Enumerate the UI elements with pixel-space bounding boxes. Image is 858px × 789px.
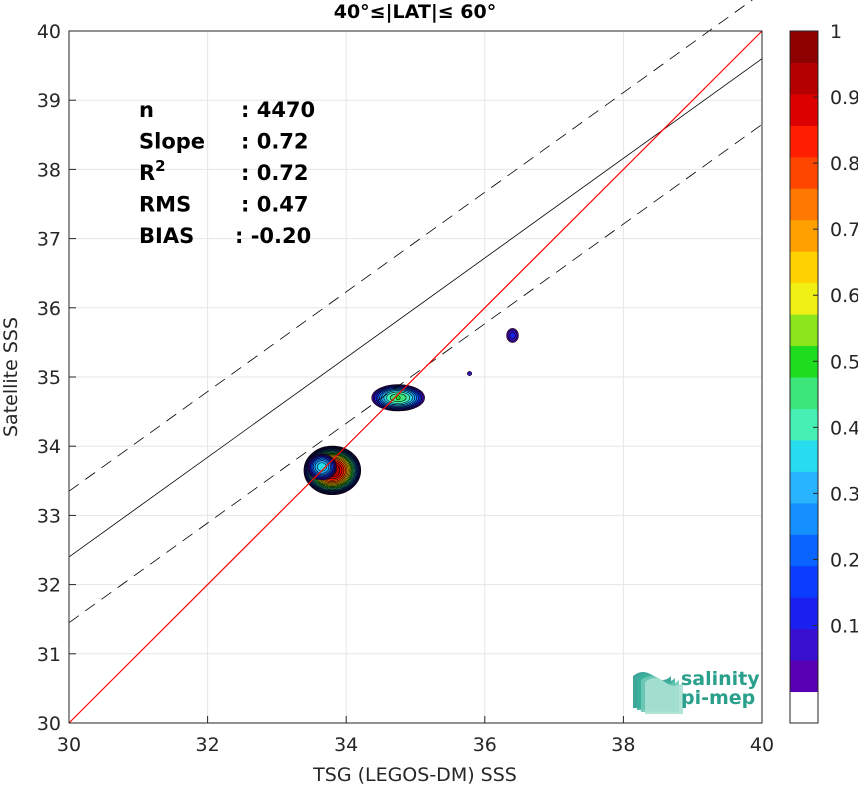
- colorbar: 0.1 0.2 0.3 0.4 0.5 0.6 0.7 0.8 0.9 1: [789, 21, 858, 724]
- stat-value: : 0.72: [241, 161, 309, 185]
- colorbar-segment: [790, 251, 818, 284]
- grid: [68, 30, 763, 724]
- x-tick-label: 30: [57, 734, 81, 756]
- y-tick-label: 31: [37, 644, 61, 666]
- colorbar-tick-label: 0.9: [830, 87, 858, 109]
- colorbar-tick-label: 0.3: [830, 483, 858, 505]
- colorbar-segment: [790, 502, 818, 535]
- stat-label: BIAS: [139, 224, 194, 248]
- y-tick-label: 33: [37, 505, 61, 527]
- regression-line: [68, 58, 763, 558]
- y-axis-label: Satellite SSS: [0, 317, 22, 437]
- density-contour: [395, 395, 401, 401]
- stats-box: n : 4470 Slope : 0.72 R2 : 0.72 RMS : 0.47 BIAS:…: [139, 98, 315, 248]
- stat-value: : -0.20: [235, 224, 311, 248]
- colorbar-segment: [790, 691, 818, 724]
- y-axis-ticks: 30 31 32 33 34 35 36 37 38 39 40: [37, 21, 76, 735]
- lower-band-line: [68, 124, 763, 623]
- x-tick-label: 36: [473, 734, 497, 756]
- colorbar-segment: [790, 628, 818, 661]
- stat-label: n: [139, 98, 154, 122]
- colorbar-segment: [790, 660, 818, 693]
- colorbar-segment: [790, 31, 818, 63]
- logo-wave-icon: [645, 678, 683, 714]
- y-tick-label: 34: [37, 436, 61, 458]
- density-contour: [509, 331, 516, 340]
- colorbar-tick-label: 0.5: [830, 351, 858, 373]
- x-tick-label: 32: [196, 734, 220, 756]
- colorbar-tick-label: 0.8: [830, 153, 858, 175]
- density-clusters: [303, 328, 519, 496]
- identity-line: [68, 30, 763, 724]
- stat-value: : 0.72: [241, 130, 309, 154]
- y-tick-label: 30: [37, 713, 61, 735]
- y-tick-label: 39: [37, 90, 61, 112]
- colorbar-tick-label: 0.6: [830, 285, 858, 307]
- stat-value: : 0.47: [241, 193, 309, 217]
- colorbar-segment: [790, 439, 818, 472]
- colorbar-tick-label: 1: [830, 21, 842, 43]
- x-axis-label: TSG (LEGOS-DM) SSS: [312, 764, 517, 786]
- chart-title: 40°≤|LAT|≤ 60°: [334, 1, 497, 23]
- colorbar-tick-label: 0.7: [830, 219, 858, 241]
- colorbar-segment: [790, 471, 818, 504]
- y-tick-label: 36: [37, 298, 61, 320]
- colorbar-segment: [790, 62, 818, 95]
- x-tick-label: 34: [334, 734, 358, 756]
- colorbar-tick-label: 0.1: [830, 615, 858, 637]
- x-tick-label: 38: [611, 734, 635, 756]
- y-tick-label: 37: [37, 229, 61, 251]
- upper-band-line: [68, 0, 753, 492]
- colorbar-segment: [790, 125, 818, 158]
- stat-value: : 4470: [241, 98, 315, 122]
- colorbar-segment: [790, 377, 818, 409]
- colorbar-segment: [790, 93, 818, 126]
- logo-text-line1: salinity: [681, 668, 760, 690]
- colorbar-segment: [790, 314, 818, 347]
- colorbar-frame: [789, 30, 819, 724]
- colorbar-segment: [790, 188, 818, 221]
- colorbar-segment: [790, 408, 818, 441]
- colorbar-segment: [790, 565, 818, 598]
- y-tick-label: 32: [37, 575, 61, 597]
- density-contour: [467, 371, 472, 376]
- regression-lines: [68, 0, 763, 724]
- y-tick-label: 40: [37, 21, 61, 43]
- x-axis-ticks: 30 32 34 36 38 40: [57, 716, 774, 756]
- plot-area: n : 4470 Slope : 0.72 R2 : 0.72 RMS : 0.47 BIAS:…: [68, 0, 763, 724]
- y-tick-label: 38: [37, 159, 61, 181]
- colorbar-segment: [790, 156, 818, 189]
- colorbar-segment: [790, 534, 818, 567]
- colorbar-tick-label: 0.4: [830, 417, 858, 439]
- logo-text-line2: pi-mep: [681, 687, 755, 709]
- stat-label: Slope: [139, 130, 205, 154]
- colorbar-tick-label: 0.2: [830, 549, 858, 571]
- stat-label: RMS: [139, 193, 191, 217]
- colorbar-segment: [790, 219, 818, 252]
- colorbar-segment: [790, 282, 818, 315]
- colorbar-segment: [790, 597, 818, 630]
- x-tick-label: 40: [750, 734, 774, 756]
- y-tick-label: 35: [37, 367, 61, 389]
- stat-label: R2: [139, 157, 166, 185]
